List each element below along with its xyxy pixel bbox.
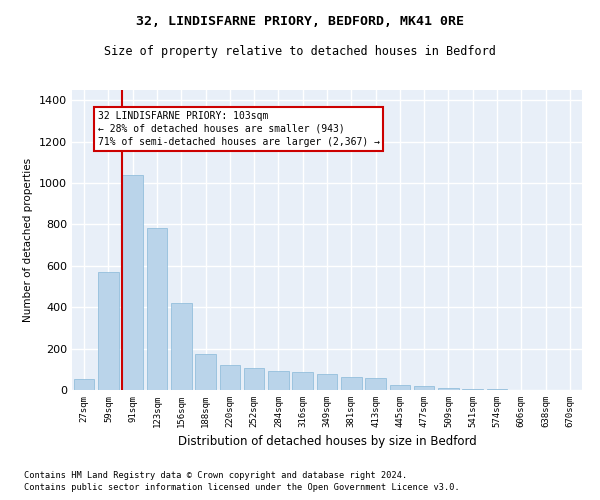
Y-axis label: Number of detached properties: Number of detached properties bbox=[23, 158, 34, 322]
Bar bbox=[292, 372, 313, 390]
Bar bbox=[74, 378, 94, 390]
Text: 32, LINDISFARNE PRIORY, BEDFORD, MK41 0RE: 32, LINDISFARNE PRIORY, BEDFORD, MK41 0R… bbox=[136, 15, 464, 28]
Text: 32 LINDISFARNE PRIORY: 103sqm
← 28% of detached houses are smaller (943)
71% of : 32 LINDISFARNE PRIORY: 103sqm ← 28% of d… bbox=[97, 110, 380, 147]
Bar bbox=[244, 368, 265, 390]
Bar bbox=[268, 372, 289, 390]
Bar bbox=[365, 378, 386, 390]
Bar bbox=[220, 365, 240, 390]
Bar bbox=[389, 385, 410, 390]
Bar bbox=[171, 303, 191, 390]
Bar bbox=[98, 272, 119, 390]
Bar bbox=[122, 175, 143, 390]
Bar bbox=[463, 389, 483, 390]
Text: Contains HM Land Registry data © Crown copyright and database right 2024.: Contains HM Land Registry data © Crown c… bbox=[24, 471, 407, 480]
Text: Contains public sector information licensed under the Open Government Licence v3: Contains public sector information licen… bbox=[24, 484, 460, 492]
Bar bbox=[414, 386, 434, 390]
Text: Size of property relative to detached houses in Bedford: Size of property relative to detached ho… bbox=[104, 45, 496, 58]
Bar bbox=[146, 228, 167, 390]
X-axis label: Distribution of detached houses by size in Bedford: Distribution of detached houses by size … bbox=[178, 436, 476, 448]
Bar bbox=[317, 374, 337, 390]
Bar bbox=[341, 376, 362, 390]
Bar bbox=[438, 388, 459, 390]
Bar bbox=[195, 354, 216, 390]
